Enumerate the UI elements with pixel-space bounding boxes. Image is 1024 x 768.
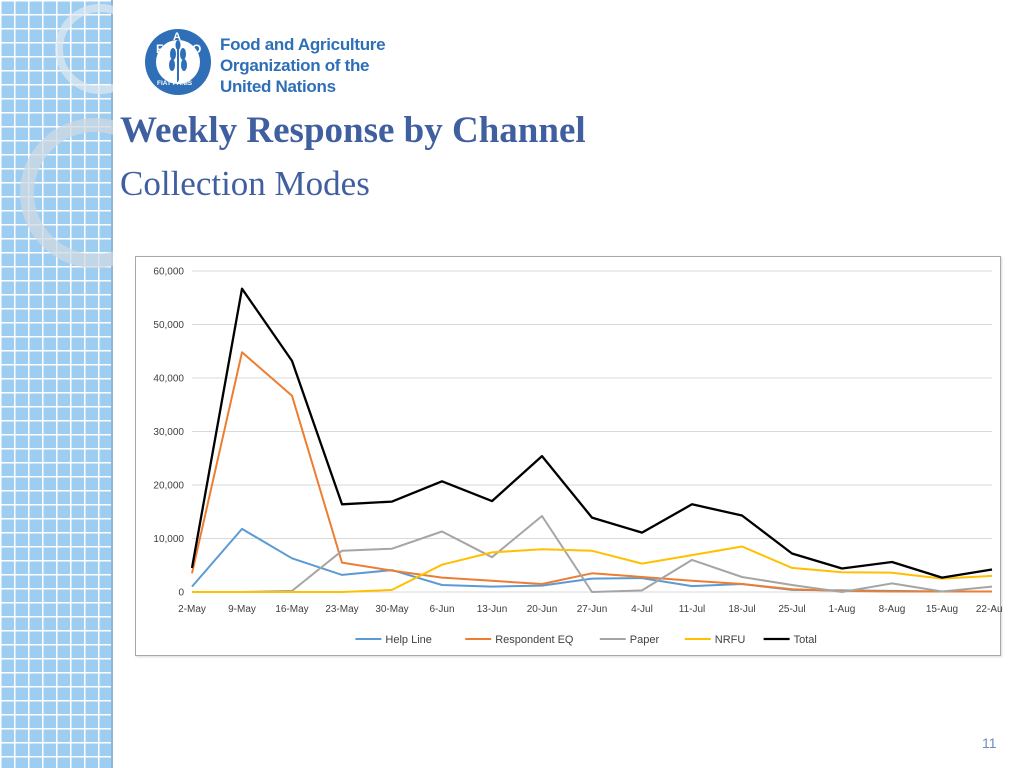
logo-line-3: United Nations	[220, 77, 336, 96]
emblem-letter-f: F	[156, 42, 163, 56]
logo-line-1: Food and Agriculture	[220, 35, 386, 54]
y-tick-label: 60,000	[153, 267, 184, 278]
line-chart: 0 10,000 20,000 30,000 40,000 50,000 60,000 2-M…	[135, 256, 1002, 656]
y-tick-label: 40,000	[153, 374, 184, 385]
legend-label-nrfu: NRFU	[715, 634, 746, 646]
series-line-total	[190, 287, 993, 579]
x-tick-label: 23-May	[325, 604, 358, 615]
x-tick-label: 18-Jul	[728, 604, 755, 615]
x-tick-label: 15-Aug	[926, 604, 958, 615]
y-tick-label: 30,000	[153, 427, 184, 438]
x-tick-label: 30-May	[375, 604, 408, 615]
x-tick-label: 4-Jul	[631, 604, 653, 615]
legend-label-paper: Paper	[630, 634, 660, 646]
logo-wordmark: Food and Agriculture Organization of the…	[220, 34, 386, 97]
series-line-nrfu	[192, 545, 993, 593]
x-tick-label: 20-Jun	[527, 604, 558, 615]
x-tick-label: 22-Aug	[976, 604, 1002, 615]
x-tick-label: 2-May	[178, 604, 206, 615]
x-tick-label: 8-Aug	[879, 604, 906, 615]
side-grid-pattern	[0, 0, 113, 768]
y-tick-label: 0	[178, 588, 184, 599]
legend-label-total: Total	[794, 634, 817, 646]
x-tick-label: 25-Jul	[778, 604, 805, 615]
emblem-letter-a: A	[173, 31, 181, 43]
x-tick-label: 16-May	[275, 604, 308, 615]
x-tick-label: 27-Jun	[577, 604, 608, 615]
y-tick-label: 10,000	[153, 534, 184, 545]
x-tick-label: 13-Jun	[477, 604, 508, 615]
fao-emblem-icon: F A O FIAT PANIS	[145, 29, 211, 95]
emblem-motto: FIAT PANIS	[157, 80, 193, 87]
y-tick-label: 20,000	[153, 481, 184, 492]
slide-title: Weekly Response by Channel	[120, 110, 586, 151]
series-line-paper	[192, 515, 993, 593]
fao-logo: F A O FIAT PANIS Food and Agriculture Or…	[143, 27, 393, 99]
x-tick-label: 1-Aug	[829, 604, 856, 615]
legend-label-respondent-eq: Respondent EQ	[495, 634, 574, 646]
slide-subtitle: Collection Modes	[120, 164, 370, 203]
logo-line-2: Organization of the	[220, 56, 370, 75]
emblem-letter-o: O	[192, 42, 201, 56]
page-number: 11	[982, 735, 997, 751]
x-tick-label: 11-Jul	[679, 604, 706, 615]
x-tick-label: 9-May	[228, 604, 256, 615]
legend-label-help-line: Help Line	[385, 634, 431, 646]
series-line-respondent-eq	[191, 351, 992, 593]
chart-canvas: 0 10,000 20,000 30,000 40,000 50,000 60,000 2-M…	[153, 267, 1002, 647]
x-tick-label: 6-Jun	[429, 604, 454, 615]
y-tick-label: 50,000	[153, 320, 184, 331]
